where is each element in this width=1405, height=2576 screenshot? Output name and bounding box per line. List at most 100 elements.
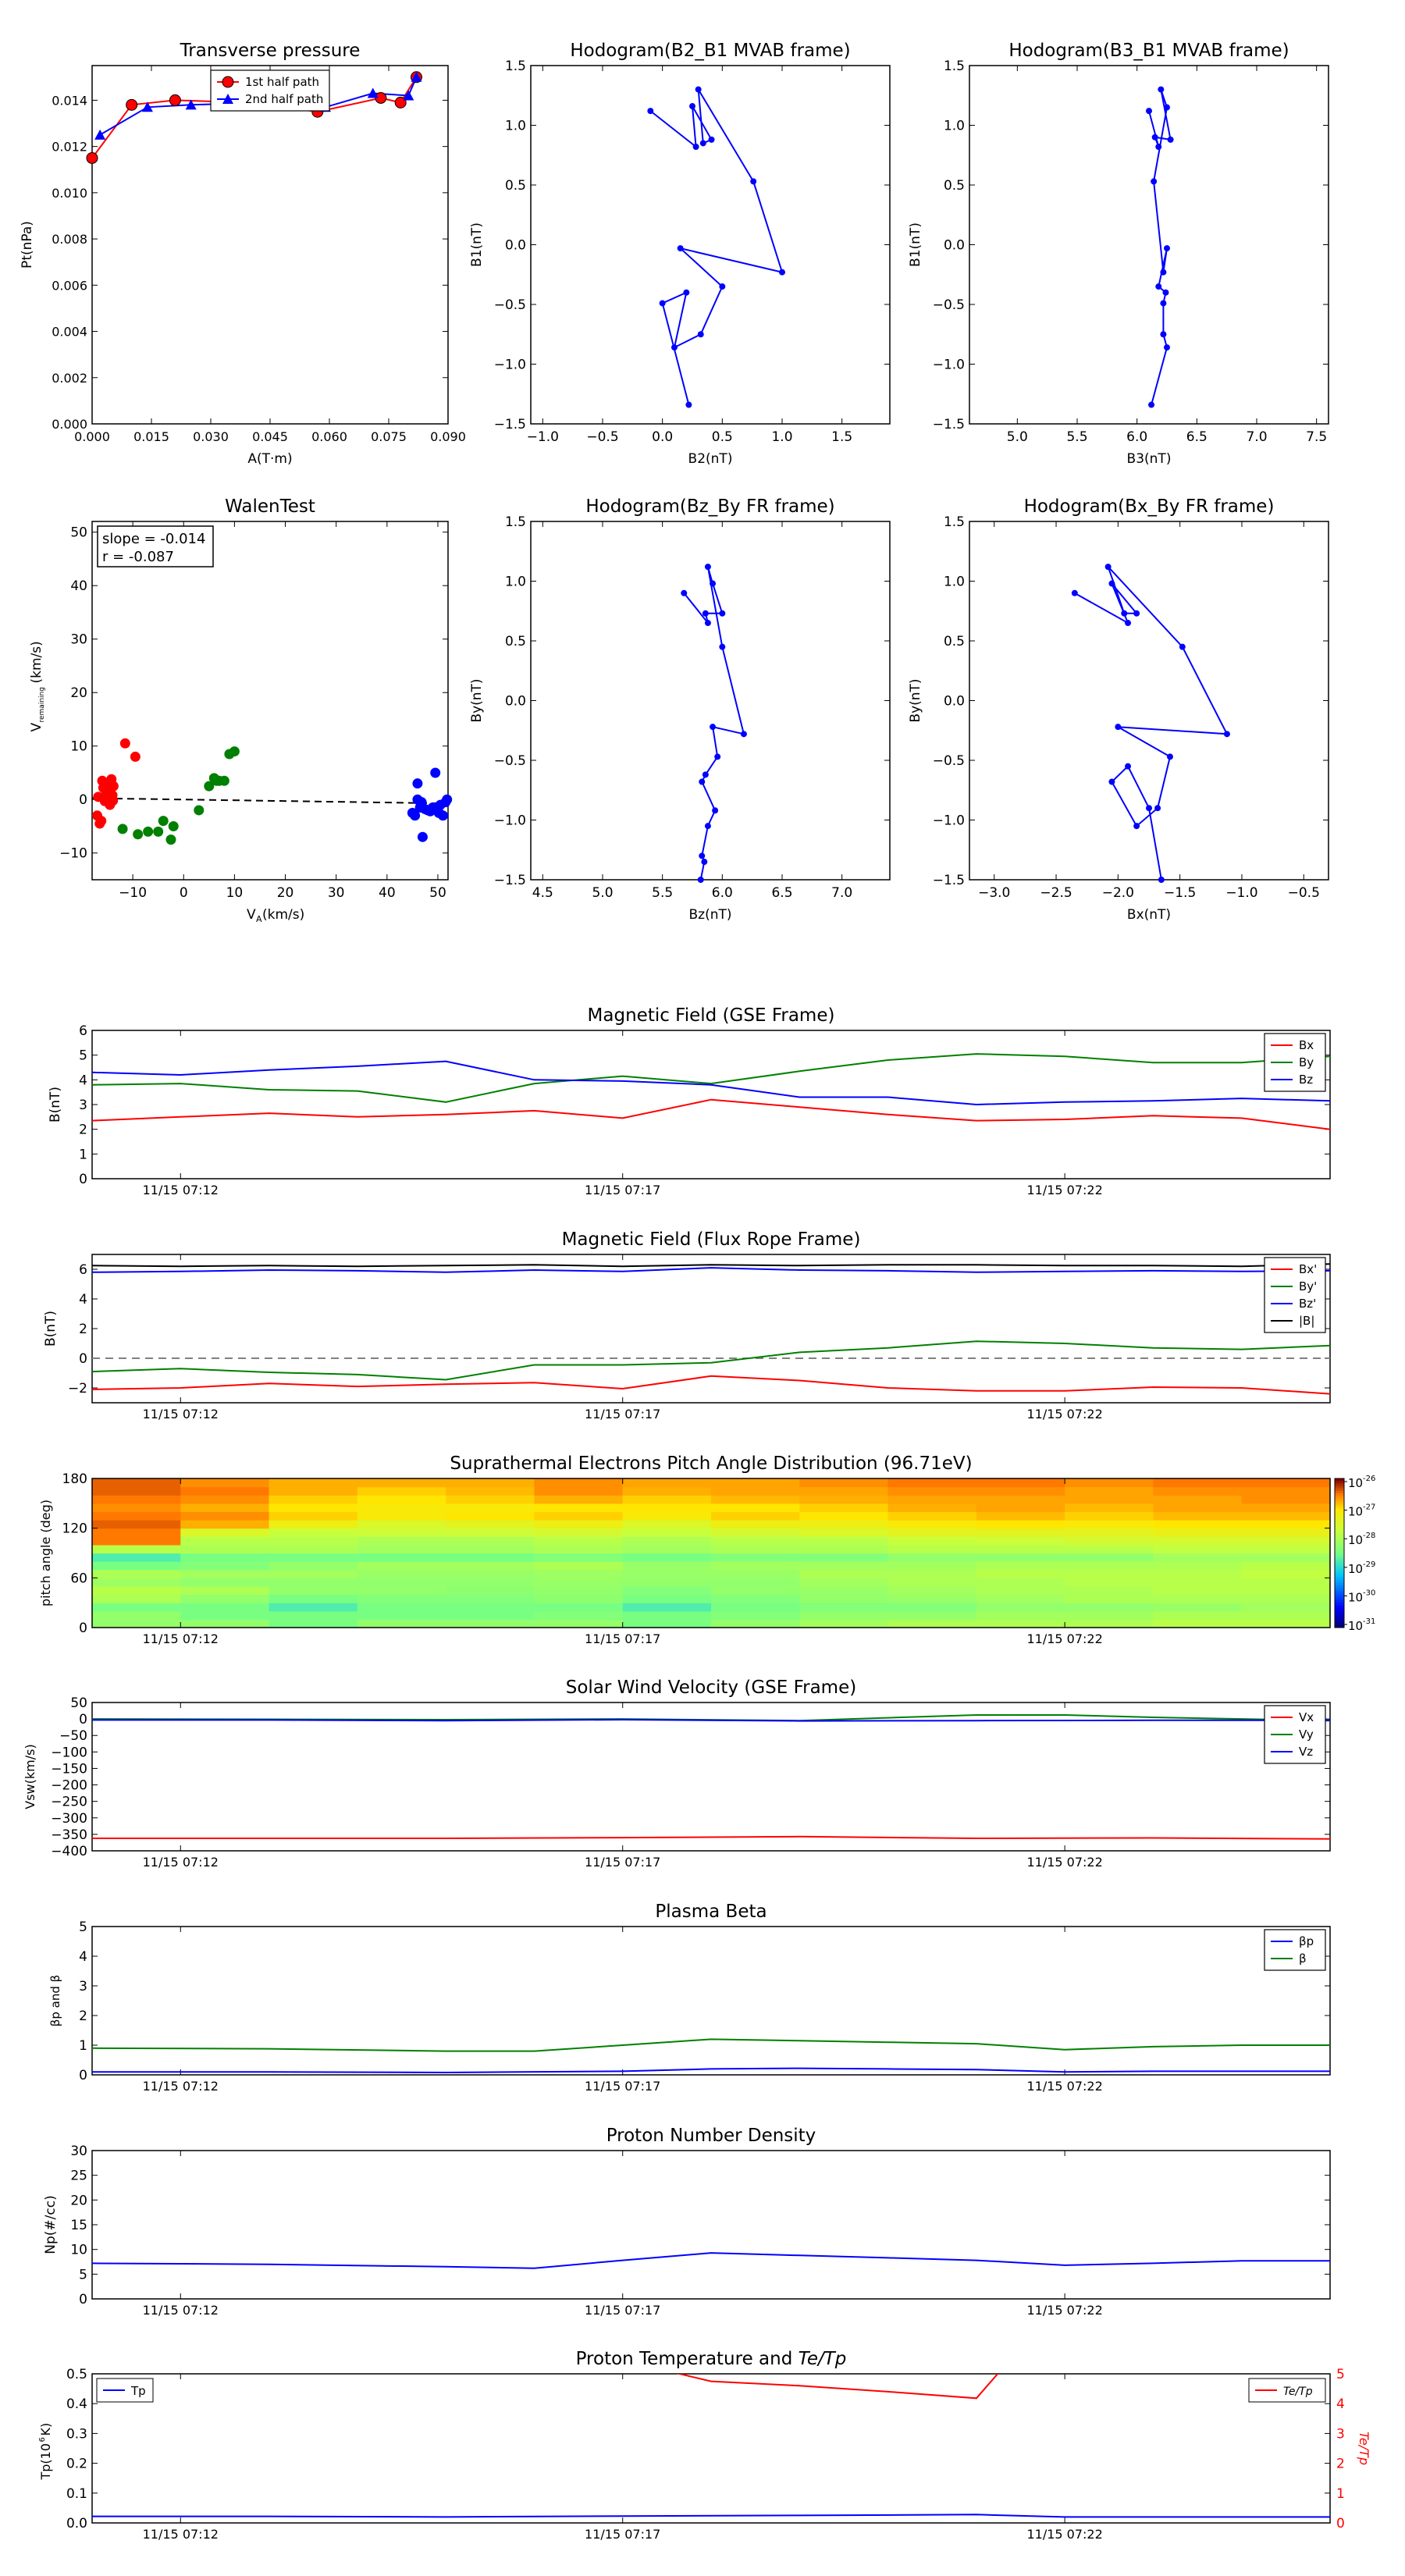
heatmap-cell: [534, 1610, 624, 1620]
heatmap-cell: [357, 1511, 446, 1521]
hodogram-point: [708, 136, 715, 143]
heatmap-cell: [357, 1544, 446, 1554]
series-line-2: [92, 1718, 1330, 1722]
heatmap-cell: [1065, 1578, 1154, 1587]
hodogram-point: [1167, 136, 1174, 143]
plot-frame: [91, 521, 449, 881]
x-tick-label: 0.030: [193, 429, 229, 444]
y-tick-label: 1.5: [944, 514, 965, 530]
heatmap-cell: [799, 1561, 889, 1571]
hodogram-point: [1125, 763, 1132, 770]
chart-transverse-pressure: Transverse pressure 0.000 0.015 0.030 0.045 0…: [20, 41, 466, 467]
heatmap-cell: [622, 1619, 712, 1628]
heatmap-cell: [711, 1585, 800, 1596]
colorbar-segment: [1335, 1528, 1344, 1532]
colorbar-frame: [1334, 1478, 1345, 1628]
y-tick-label: 10: [70, 739, 87, 755]
chart-title: Hodogram(B3_B1 MVAB frame): [1008, 41, 1289, 61]
heatmap-cell: [92, 1544, 181, 1554]
x-tick-label: 11/15 07:12: [143, 2303, 219, 2318]
heatmap-cell: [1241, 1585, 1331, 1596]
hodogram-point: [681, 589, 688, 596]
heatmap-cell: [887, 1619, 977, 1628]
x-tick-label: 11/15 07:22: [1026, 1183, 1102, 1197]
heatmap-cell: [711, 1610, 800, 1620]
heatmap-cell: [711, 1553, 800, 1562]
y2-tick-label: 4: [1336, 2396, 1345, 2412]
y-axis-label: By(nT): [908, 678, 923, 722]
y-tick-label: 0.0: [944, 238, 965, 254]
y-axis-label: B(nT): [43, 1311, 59, 1347]
series-line-te-tp: [676, 2374, 999, 2400]
hodogram-point: [1223, 731, 1230, 738]
data-point-1st-half: [86, 151, 98, 164]
heatmap-cell: [92, 1603, 181, 1612]
x-tick-label: 0.015: [133, 429, 169, 444]
hodogram-point: [1160, 331, 1167, 338]
series-line-0: [92, 2067, 1330, 2074]
hodogram-point: [710, 580, 717, 587]
y-tick-label: −0.5: [494, 753, 526, 769]
heatmap-cell: [622, 1478, 712, 1488]
colorbar-segment: [1335, 1523, 1344, 1526]
x-tick-label: 6.0: [712, 885, 733, 901]
colorbar-segment: [1335, 1517, 1344, 1521]
colorbar-segment: [1335, 1617, 1344, 1621]
heatmap-cell: [711, 1544, 800, 1554]
heatmap-cell: [357, 1619, 446, 1628]
heatmap-cell: [976, 1610, 1065, 1620]
colorbar-segment: [1335, 1585, 1344, 1589]
hodogram-point: [1146, 108, 1152, 115]
y-tick-label: 0: [79, 1621, 87, 1636]
x-tick-label: 11/15 07:17: [585, 2079, 660, 2094]
heatmap-cell: [357, 1603, 446, 1612]
x-tick-label: 11/15 07:22: [1026, 2303, 1102, 2318]
legend-label: |B|: [1299, 1314, 1314, 1328]
heatmap-cell: [269, 1594, 358, 1603]
x-tick-label: 11/15 07:17: [585, 1855, 660, 1870]
heatmap-cell: [622, 1495, 712, 1504]
annotation-slope: slope = -0.014: [102, 531, 205, 547]
colorbar-segment: [1335, 1570, 1344, 1574]
y-tick-label: 4: [79, 1292, 87, 1308]
plot-frame: [91, 2373, 1331, 2524]
x-tick-label: 50: [429, 885, 446, 901]
colorbar-tick-label: 10: [1348, 1476, 1363, 1490]
heatmap-cell: [799, 1536, 889, 1546]
hodogram-point: [1108, 580, 1115, 587]
heatmap-cell: [92, 1561, 181, 1571]
heatmap-cell: [534, 1520, 624, 1529]
heatmap-cell: [887, 1603, 977, 1612]
heatmap-cell: [1241, 1569, 1331, 1578]
heatmap-cell: [799, 1569, 889, 1578]
heatmap-cell: [711, 1561, 800, 1571]
y-tick-label: 0.012: [52, 140, 87, 155]
heatmap-cell: [622, 1561, 712, 1571]
x-tick-label: 5.5: [1066, 429, 1087, 445]
data-point-group-2: [425, 806, 436, 817]
legend-label: 1st half path: [245, 75, 319, 89]
heatmap-cell: [1153, 1503, 1243, 1513]
plot-frame: [91, 1030, 1331, 1179]
hodogram-point: [719, 610, 726, 617]
y-tick-label: 1: [79, 1147, 87, 1162]
y-axis-label: Np(#/cc): [43, 2195, 59, 2254]
heatmap-cell: [711, 1511, 800, 1521]
hodogram-point: [714, 753, 721, 760]
heatmap-cell: [92, 1610, 181, 1620]
heatmap-cell: [446, 1610, 535, 1620]
x-tick-label: 11/15 07:22: [1026, 2079, 1102, 2094]
heatmap-cell: [1065, 1528, 1154, 1537]
heatmap-cell: [269, 1528, 358, 1537]
heatmap-cell: [1241, 1561, 1331, 1571]
data-point-group-2: [433, 807, 444, 818]
colorbar-segment: [1335, 1597, 1344, 1601]
heatmap-cell: [976, 1486, 1065, 1496]
heatmap-cell: [357, 1486, 446, 1496]
heatmap-cell: [711, 1536, 800, 1546]
heatmap-cell: [711, 1503, 800, 1513]
colorbar-segment: [1335, 1622, 1344, 1626]
hodogram-point: [697, 877, 704, 883]
hodogram-point: [1166, 753, 1173, 760]
heatmap-cell: [446, 1528, 535, 1537]
